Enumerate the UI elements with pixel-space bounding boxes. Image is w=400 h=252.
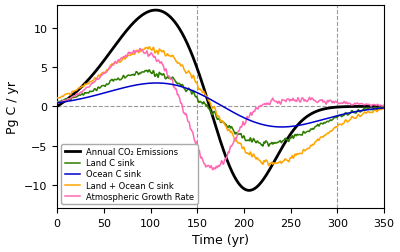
- Land C sink: [382, 106, 386, 109]
- Ocean C sink: [154, 82, 159, 85]
- Atmospheric Growth Rate: [382, 104, 386, 107]
- Y-axis label: Pg C / yr: Pg C / yr: [6, 81, 18, 133]
- Land + Ocean C sink: [266, 165, 271, 168]
- Ocean C sink: [356, 110, 361, 113]
- Atmospheric Growth Rate: [249, 113, 254, 116]
- Atmospheric Growth Rate: [356, 103, 361, 106]
- Land + Ocean C sink: [249, 153, 254, 156]
- Land + Ocean C sink: [209, 106, 214, 109]
- X-axis label: Time (yr): Time (yr): [192, 234, 249, 246]
- Line: Ocean C sink: Ocean C sink: [57, 84, 384, 128]
- Annual CO₂ Emissions: [209, 112, 214, 115]
- Ocean C sink: [209, 99, 214, 102]
- Land C sink: [249, 139, 254, 142]
- Land C sink: [55, 101, 60, 104]
- Annual CO₂ Emissions: [356, 106, 361, 109]
- Ocean C sink: [279, 126, 284, 129]
- Ocean C sink: [123, 86, 128, 89]
- Annual CO₂ Emissions: [382, 105, 386, 108]
- Annual CO₂ Emissions: [173, 22, 178, 25]
- Land + Ocean C sink: [147, 46, 152, 49]
- Atmospheric Growth Rate: [173, 88, 178, 91]
- Atmospheric Growth Rate: [138, 48, 143, 51]
- Line: Annual CO₂ Emissions: Annual CO₂ Emissions: [57, 11, 384, 191]
- Land C sink: [356, 109, 361, 112]
- Land C sink: [147, 69, 152, 72]
- Ocean C sink: [249, 120, 254, 123]
- Land C sink: [123, 77, 128, 80]
- Line: Land C sink: Land C sink: [57, 71, 384, 147]
- Ocean C sink: [173, 84, 178, 87]
- Land + Ocean C sink: [55, 97, 60, 100]
- Annual CO₂ Emissions: [123, 32, 128, 35]
- Land C sink: [173, 81, 178, 84]
- Ocean C sink: [262, 124, 267, 127]
- Ocean C sink: [55, 102, 60, 105]
- Annual CO₂ Emissions: [153, 10, 158, 13]
- Land C sink: [262, 142, 267, 145]
- Atmospheric Growth Rate: [123, 55, 128, 58]
- Atmospheric Growth Rate: [210, 169, 215, 172]
- Line: Land + Ocean C sink: Land + Ocean C sink: [57, 48, 384, 166]
- Atmospheric Growth Rate: [262, 103, 267, 106]
- Annual CO₂ Emissions: [249, 189, 254, 192]
- Line: Atmospheric Growth Rate: Atmospheric Growth Rate: [57, 49, 384, 170]
- Legend: Annual CO₂ Emissions, Land C sink, Ocean C sink, Land + Ocean C sink, Atmospheri: Annual CO₂ Emissions, Land C sink, Ocean…: [61, 144, 198, 204]
- Atmospheric Growth Rate: [55, 101, 60, 104]
- Land + Ocean C sink: [382, 108, 386, 111]
- Atmospheric Growth Rate: [209, 165, 214, 168]
- Annual CO₂ Emissions: [262, 176, 267, 179]
- Land C sink: [209, 112, 214, 115]
- Annual CO₂ Emissions: [247, 189, 252, 192]
- Annual CO₂ Emissions: [55, 105, 60, 108]
- Land + Ocean C sink: [262, 161, 267, 164]
- Land + Ocean C sink: [173, 59, 178, 62]
- Ocean C sink: [382, 107, 386, 110]
- Land C sink: [266, 145, 271, 148]
- Land + Ocean C sink: [356, 114, 361, 117]
- Land + Ocean C sink: [123, 58, 128, 61]
